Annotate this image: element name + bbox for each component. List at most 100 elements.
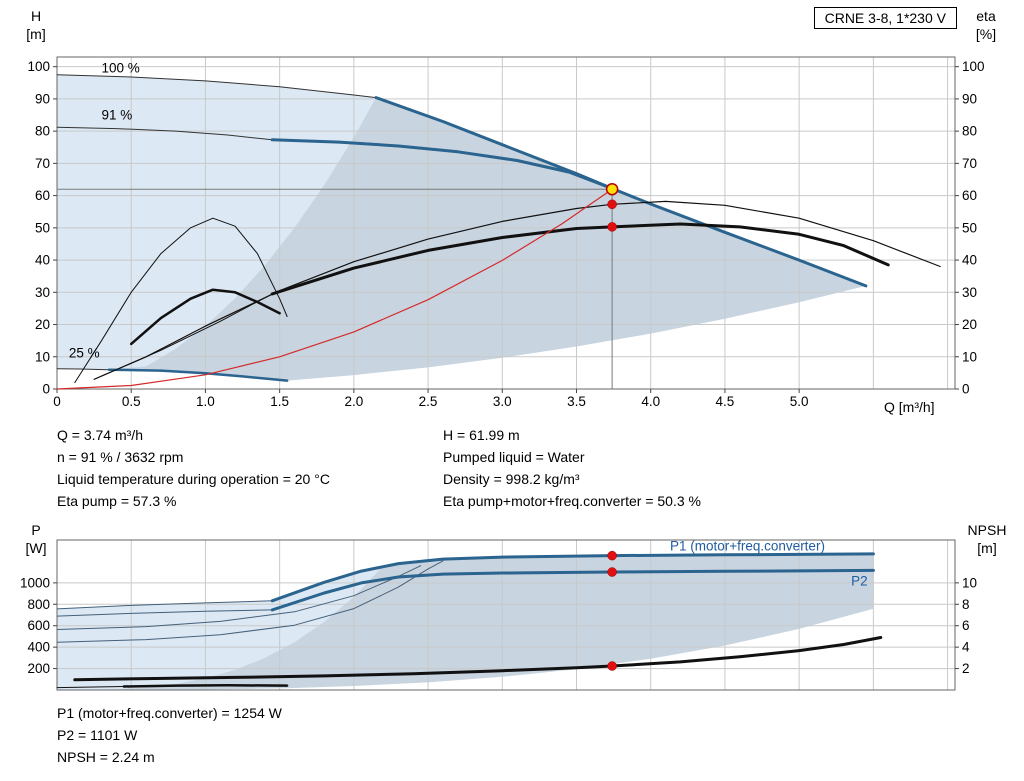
svg-text:400: 400 [27, 640, 50, 655]
svg-text:4: 4 [962, 640, 970, 655]
svg-text:90: 90 [35, 91, 50, 106]
svg-text:40: 40 [35, 253, 50, 268]
eta-axis-title-line2: [%] [975, 26, 997, 42]
svg-text:30: 30 [35, 285, 50, 300]
info-line-npsh: NPSH = 2.24 m [57, 749, 155, 765]
npsh-axis-title: NPSH [m] [956, 521, 1018, 557]
npsh-point [607, 661, 617, 671]
svg-text:0.5: 0.5 [122, 394, 141, 409]
eta-lowspeed-thin-arc [74, 217, 288, 384]
info-line-temperature: Liquid temperature during operation = 20… [57, 471, 330, 487]
power-low-flow-region [57, 565, 384, 690]
svg-text:30: 30 [962, 285, 977, 300]
svg-text:8: 8 [962, 597, 970, 612]
p1-lead-thin [56, 600, 273, 610]
svg-text:40: 40 [962, 253, 977, 268]
duty-info-right-column: H = 61.99 m Pumped liquid = Water Densit… [443, 424, 701, 512]
pump-title-box: CRNE 3-8, 1*230 V [813, 7, 957, 29]
svg-text:600: 600 [27, 618, 50, 633]
svg-text:60: 60 [35, 188, 50, 203]
info-line-p1: P1 (motor+freq.converter) = 1254 W [57, 705, 282, 721]
svg-text:100: 100 [27, 59, 50, 74]
info-line-p2: P2 = 1101 W [57, 727, 138, 743]
svg-text:1.5: 1.5 [270, 394, 289, 409]
svg-text:80: 80 [962, 124, 977, 139]
p-25pct-thick [122, 684, 289, 688]
npsh-curve [73, 636, 883, 682]
svg-text:60: 60 [962, 188, 977, 203]
qh-91pct-thick [270, 138, 614, 190]
eta-total-lead [101, 293, 273, 377]
svg-text:800: 800 [27, 597, 50, 612]
qh-91pct-thin [56, 126, 273, 141]
power-npsh-chart: P1 (motor+freq.converter) P2 200 400 600 800 1… [20, 539, 977, 691]
eta-pump-point [607, 199, 617, 210]
svg-text:0: 0 [962, 382, 970, 397]
npsh-axis-title-line1: NPSH [967, 522, 1007, 538]
info-line-speed: n = 91 % / 3632 rpm [57, 449, 184, 465]
eta-axis-title-line1: eta [976, 8, 996, 24]
qh-100pct-thin [56, 74, 377, 99]
p-axis-title-line2: [W] [25, 540, 47, 556]
svg-text:10: 10 [962, 349, 977, 364]
qh-25pct-thick [107, 368, 289, 382]
plot-label: P1 (motor+freq.converter) [670, 539, 825, 554]
p2-lead-thin [56, 609, 273, 617]
svg-text:2: 2 [962, 661, 970, 676]
svg-text:20: 20 [35, 317, 50, 332]
svg-text:0: 0 [53, 394, 61, 409]
svg-text:3.5: 3.5 [567, 394, 586, 409]
affinity-curve-red [56, 188, 613, 390]
duty-point [605, 182, 619, 196]
info-line-eta-total: Eta pump+motor+freq.converter = 50.3 % [443, 493, 701, 509]
svg-text:2.5: 2.5 [419, 394, 438, 409]
p-axis-title-line1: P [31, 522, 41, 538]
power-fan-1 [56, 560, 444, 643]
low-flow-region [57, 74, 377, 370]
svg-text:4.0: 4.0 [641, 394, 660, 409]
svg-text:20: 20 [962, 317, 977, 332]
plot-label: 100 % [102, 60, 140, 75]
svg-text:1000: 1000 [20, 575, 50, 590]
eta-pump-curve [93, 200, 941, 380]
svg-text:70: 70 [35, 156, 50, 171]
p1-curve [270, 552, 875, 603]
info-line-q: Q = 3.74 m³/h [57, 427, 143, 443]
power-npsh-info: P1 (motor+freq.converter) = 1254 W P2 = … [57, 702, 282, 768]
svg-text:200: 200 [27, 661, 50, 676]
p2-curve [270, 568, 875, 612]
info-line-liquid: Pumped liquid = Water [443, 449, 585, 465]
duty-info-left-column: Q = 3.74 m³/h n = 91 % / 3632 rpm Liquid… [57, 424, 443, 512]
qh-25pct-thin [56, 368, 110, 371]
svg-text:6: 6 [962, 618, 970, 633]
svg-text:5.0: 5.0 [790, 394, 809, 409]
eta-total-point [607, 222, 617, 232]
p2-point [607, 567, 617, 577]
svg-text:50: 50 [962, 220, 977, 235]
eta-lowspeed-thick-arc [129, 288, 281, 346]
svg-text:3.0: 3.0 [493, 394, 512, 409]
h-axis-title: H [m] [16, 7, 56, 43]
info-line-density: Density = 998.2 kg/m³ [443, 471, 580, 487]
svg-text:10: 10 [962, 575, 977, 590]
svg-text:70: 70 [962, 156, 977, 171]
svg-text:2.0: 2.0 [344, 394, 363, 409]
svg-text:50: 50 [35, 220, 50, 235]
duty-point-info: Q = 3.74 m³/h n = 91 % / 3632 rpm Liquid… [57, 424, 701, 512]
svg-text:10: 10 [35, 349, 50, 364]
svg-text:80: 80 [35, 124, 50, 139]
h-axis-title-line1: H [30, 8, 42, 24]
svg-text:100: 100 [962, 59, 985, 74]
eta-axis-title: eta [%] [965, 7, 1007, 43]
npsh-axis-title-line2: [m] [977, 540, 997, 556]
svg-text:0: 0 [42, 382, 50, 397]
plot-label: 91 % [102, 108, 133, 123]
plot-label: P2 [851, 574, 868, 589]
info-line-eta-pump: Eta pump = 57.3 % [57, 493, 177, 509]
svg-text:4.5: 4.5 [716, 394, 735, 409]
p1-point [607, 550, 617, 561]
qh-eta-chart: 100 % 91 % 25 % 0 10 20 30 40 50 60 70 80 90 100 0 10 20… [27, 56, 985, 409]
svg-text:90: 90 [962, 91, 977, 106]
plot-label: 25 % [69, 345, 100, 360]
